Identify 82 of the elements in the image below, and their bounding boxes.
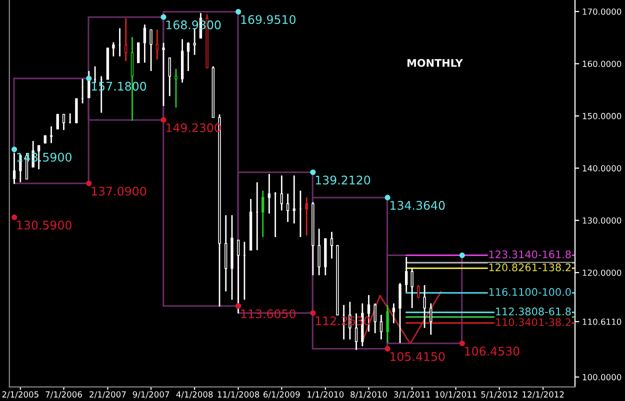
candlestick: [417, 284, 420, 299]
candlestick: [286, 193, 290, 223]
point: [86, 180, 92, 186]
data-label: 106.4530: [465, 346, 520, 356]
x-tick-label: 11/1/2008: [218, 391, 260, 398]
x-tick-label: 4/1/2008: [176, 391, 213, 398]
x-tick-label: 5/1/2012: [481, 391, 518, 398]
candlestick: [150, 29, 152, 72]
candlestick: [143, 24, 146, 64]
series-label: 110.3401-38.2: [496, 318, 570, 326]
candlestick: [124, 18, 128, 62]
x-tick-label: 2/1/2007: [90, 391, 126, 398]
candlestick: [410, 268, 414, 309]
point: [160, 117, 166, 123]
point: [12, 214, 18, 220]
x-tick-label: 8/1/2010: [350, 391, 387, 398]
candlestick: [398, 282, 402, 344]
candlestick: [405, 256, 408, 293]
candlestick: [268, 173, 271, 214]
data-label: 113.6050: [241, 309, 296, 318]
point: [236, 8, 242, 15]
series-label: 112.3808-61.8: [496, 308, 571, 316]
point: [459, 252, 465, 258]
data-label: 130.5900: [17, 220, 72, 230]
candlestick: [236, 240, 240, 314]
candlestick: [392, 302, 396, 324]
candlestick: [430, 302, 432, 336]
point: [384, 194, 390, 200]
series-label: 123.3140-161.8: [489, 250, 571, 258]
candlestick: [174, 68, 178, 108]
x-tick-label: 1/1/2010: [308, 391, 344, 398]
x-tick-label: 2/1/2005: [2, 391, 38, 398]
series-label: 116.1100-100.0: [489, 288, 571, 296]
candlestick: [386, 304, 389, 344]
data-label: 105.4150: [390, 352, 445, 362]
x-tick-label: 9/1/2007: [132, 391, 170, 398]
candlestick: [186, 42, 190, 72]
candlestick: [380, 314, 383, 340]
point: [384, 346, 390, 352]
candlestick: [168, 57, 171, 97]
candlestick: [262, 190, 264, 238]
y-tick-label: 150.0000: [582, 112, 622, 120]
candlestick: [305, 196, 308, 236]
point: [12, 146, 18, 152]
candlestick: [193, 28, 196, 56]
candlestick: [162, 42, 165, 107]
point: [459, 340, 465, 346]
x-tick-label: 7/1/2006: [46, 391, 82, 398]
point: [86, 76, 92, 82]
x-tick-label: 3/1/2011: [394, 391, 430, 398]
data-label: 139.2120: [316, 176, 370, 185]
candlestick: [423, 284, 426, 329]
candlestick: [112, 42, 115, 58]
point: [310, 310, 316, 316]
y-tick-label: 170.0000: [582, 8, 622, 15]
point: [236, 303, 242, 309]
candlestick: [374, 302, 376, 334]
x-tick-label: 12/1/2012: [522, 391, 564, 398]
data-label: 137.0900: [92, 186, 146, 196]
candlestick: [56, 113, 59, 130]
text: MONTHLY: [408, 58, 463, 67]
point: [160, 14, 166, 20]
candlestick: [292, 174, 296, 224]
candlestick: [318, 228, 320, 276]
candlestick: [280, 174, 283, 212]
point: [310, 169, 316, 176]
y-tick-label: 130.0000: [582, 217, 622, 224]
data-label: 134.3640: [390, 200, 445, 210]
candlestick: [330, 231, 334, 260]
candlestick: [137, 42, 140, 64]
x-tick-label: 6/1/2009: [264, 391, 300, 398]
y-tick-label: 160.0000: [582, 60, 622, 67]
y-tick-label: 120.0000: [582, 270, 622, 276]
candlestick: [62, 113, 66, 131]
data-label: 169.9510: [241, 15, 296, 24]
y-tick-label: 140.0000: [582, 165, 622, 172]
x-tick-label: 10/1/2011: [435, 391, 476, 398]
candlestick: [156, 29, 159, 60]
series-label: 120.8261-138.2: [489, 263, 570, 272]
candlestick: [12, 152, 16, 185]
y-tick-label: 100.0000: [582, 374, 622, 380]
y-tick-label: 110.6110: [582, 318, 622, 325]
